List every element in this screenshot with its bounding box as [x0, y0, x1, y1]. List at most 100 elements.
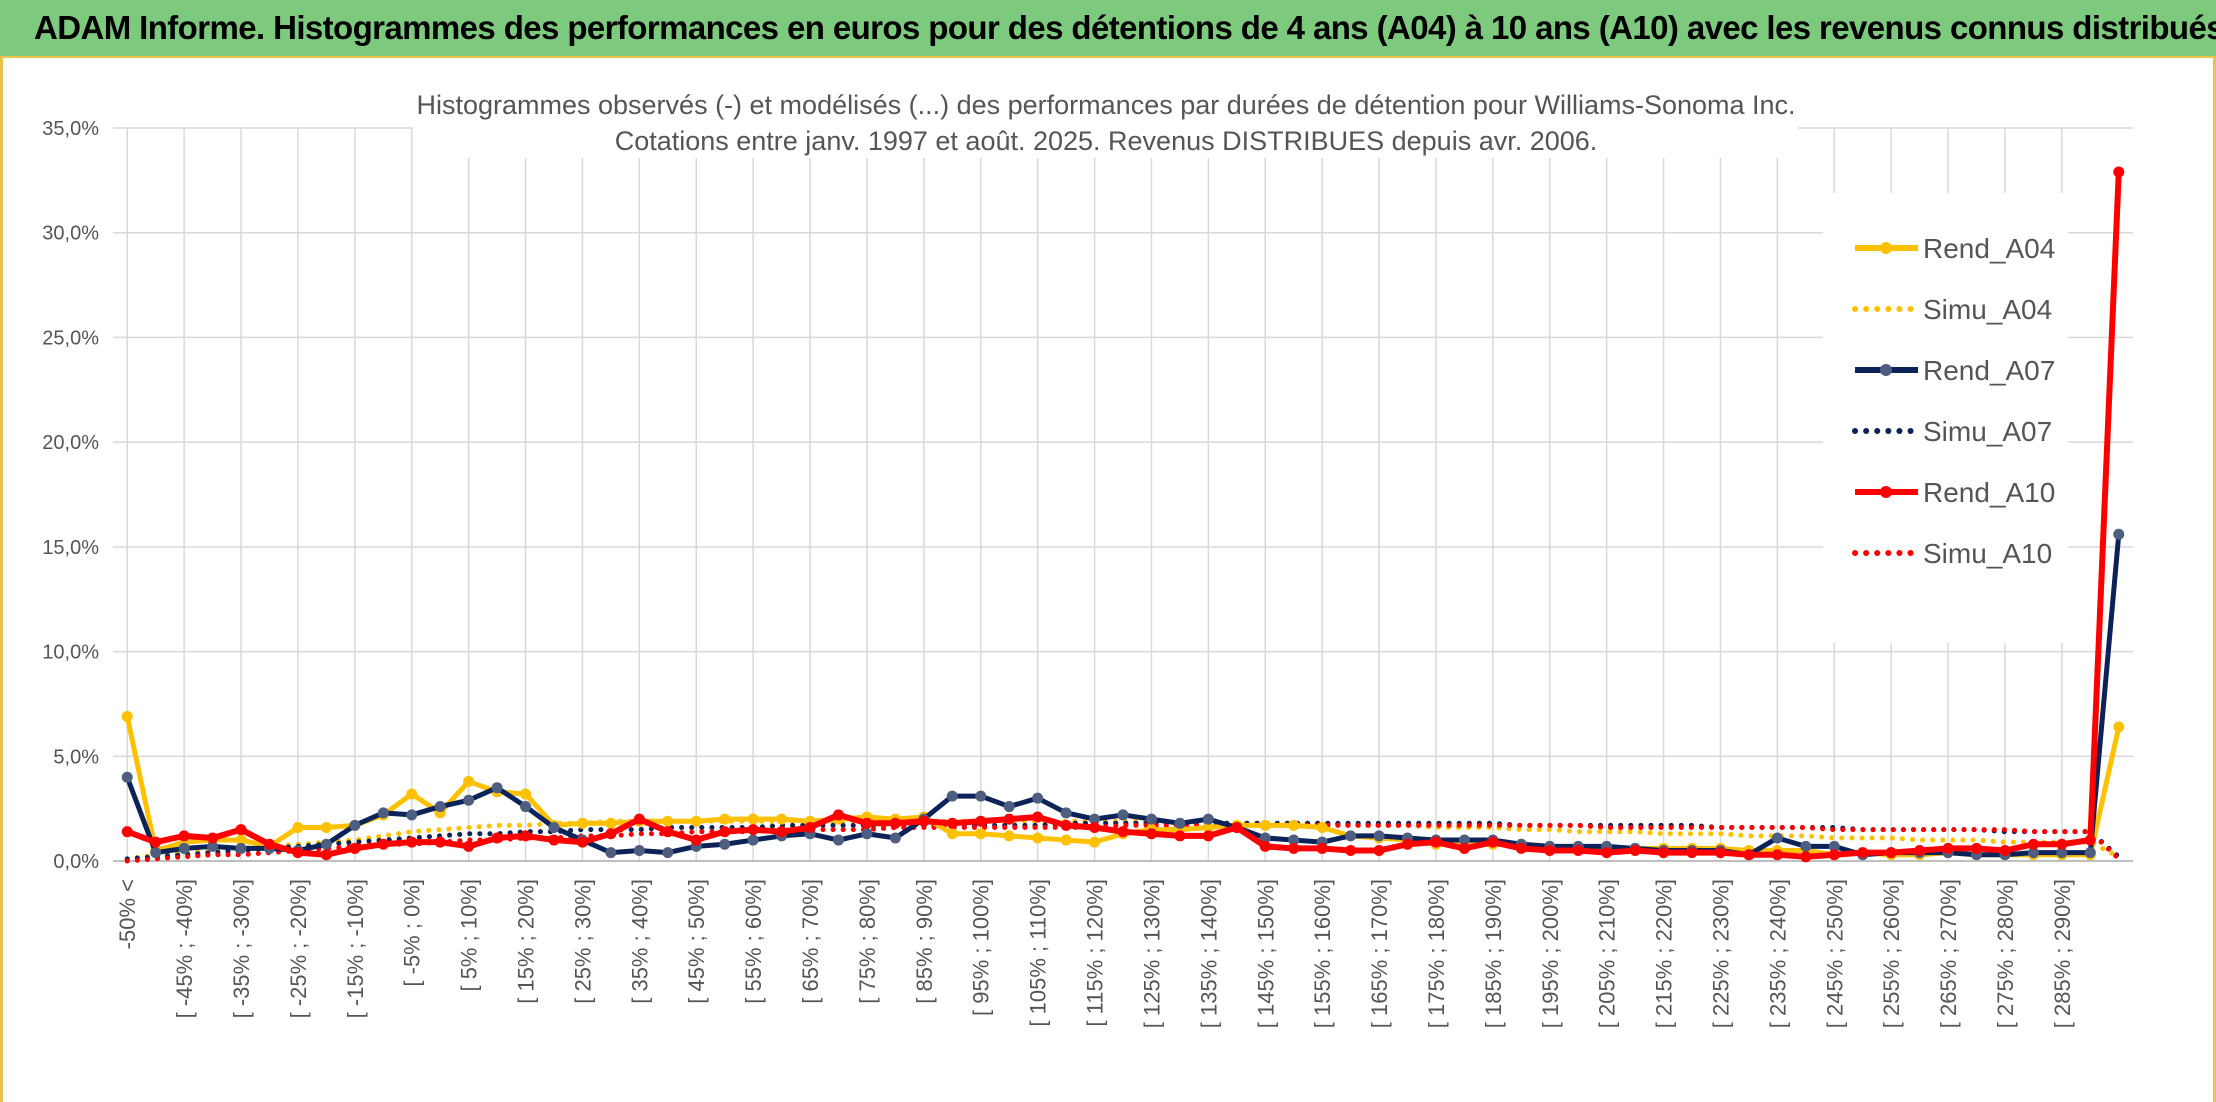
- data-point: [918, 815, 930, 827]
- data-point: [662, 815, 674, 827]
- data-point: [1259, 840, 1271, 852]
- data-point: [1032, 792, 1044, 804]
- x-tick-label: [ 65% ; 70%]: [798, 879, 823, 1004]
- data-point: [975, 828, 987, 840]
- data-point: [1145, 828, 1157, 840]
- data-point: [1572, 845, 1584, 857]
- data-point: [520, 830, 532, 842]
- chart-series: [121, 166, 2125, 864]
- data-point: [1743, 849, 1755, 861]
- legend-label: Simu_A04: [1923, 294, 2052, 325]
- data-point: [1259, 819, 1271, 831]
- x-tick-label: [ 25% ; 30%]: [570, 879, 595, 1004]
- data-point: [1800, 851, 1812, 863]
- data-point: [861, 828, 873, 840]
- chart-subtitle: Cotations entre janv. 1997 et août. 2025…: [615, 126, 1598, 156]
- data-point: [320, 821, 332, 833]
- data-point: [804, 821, 816, 833]
- data-point: [1430, 836, 1442, 848]
- data-point: [1145, 813, 1157, 825]
- x-axis: -50% < [ -45% ; -40%] [ -35% ; -30%] [ -25%…: [113, 860, 2133, 1028]
- data-point: [1288, 819, 1300, 831]
- data-point: [434, 801, 446, 813]
- data-point: [1373, 845, 1385, 857]
- data-point: [463, 775, 475, 787]
- data-point: [1458, 842, 1470, 854]
- chart-titles: Histogrammes observés (-) et modélisés (…: [413, 80, 1798, 158]
- data-point: [946, 817, 958, 829]
- legend-marker: [1880, 486, 1892, 498]
- x-tick-label: [ 55% ; 60%]: [741, 879, 766, 1004]
- data-point: [1402, 838, 1414, 850]
- x-tick-label: [ 45% ; 50%]: [684, 879, 709, 1004]
- data-point: [719, 826, 731, 838]
- data-point: [1942, 842, 1954, 854]
- data-point: [548, 821, 560, 833]
- data-point: [633, 845, 645, 857]
- data-point: [235, 842, 247, 854]
- y-tick-label: 25,0%: [42, 327, 99, 349]
- data-point: [1857, 847, 1869, 859]
- legend-item: Simu_A04: [1852, 294, 2052, 325]
- data-point: [662, 847, 674, 859]
- data-point: [1914, 845, 1926, 857]
- x-tick-label: -50% <: [115, 879, 140, 949]
- data-point: [1885, 847, 1897, 859]
- x-tick-label: [ 85% ; 90%]: [912, 879, 937, 1004]
- data-point: [292, 847, 304, 859]
- legend-label: Rend_A04: [1923, 233, 2055, 264]
- x-tick-label: [ 5% ; 10%]: [457, 879, 482, 992]
- data-point: [1117, 809, 1129, 821]
- x-tick-label: [ 245% ; 250%]: [1822, 879, 1847, 1028]
- data-point: [1658, 847, 1670, 859]
- data-point: [1117, 826, 1129, 838]
- data-point: [1345, 830, 1357, 842]
- x-tick-label: [ -45% ; -40%]: [172, 879, 197, 1018]
- data-point: [690, 834, 702, 846]
- legend-item: Rend_A10: [1855, 477, 2055, 508]
- legend-item: Rend_A04: [1855, 233, 2055, 264]
- data-point: [2027, 838, 2039, 850]
- data-point: [861, 817, 873, 829]
- data-point: [2084, 847, 2096, 859]
- data-point: [150, 836, 162, 848]
- data-point: [776, 826, 788, 838]
- y-tick-label: 30,0%: [42, 223, 99, 245]
- data-point: [406, 788, 418, 800]
- y-tick-label: 35,0%: [42, 118, 99, 140]
- data-point: [434, 836, 446, 848]
- data-point: [349, 819, 361, 831]
- data-point: [946, 790, 958, 802]
- series-line: [126, 171, 2122, 860]
- x-tick-label: [ 165% ; 170%]: [1367, 879, 1392, 1028]
- data-point: [832, 809, 844, 821]
- x-tick-label: [ 195% ; 200%]: [1538, 879, 1563, 1028]
- data-point: [2113, 166, 2125, 178]
- data-point: [576, 817, 588, 829]
- data-point: [1089, 836, 1101, 848]
- data-point: [491, 832, 503, 844]
- data-point: [292, 821, 304, 833]
- data-point: [1515, 842, 1527, 854]
- data-point: [605, 817, 617, 829]
- data-point: [1202, 830, 1214, 842]
- data-point: [491, 782, 503, 794]
- chart-frame: 0,0% 5,0% 10,0% 15,0% 20,0% 25,0% 30,0% 35,0% -…: [0, 58, 2216, 1102]
- data-point: [150, 847, 162, 859]
- series-line: [124, 822, 2122, 864]
- x-tick-label: [ 265% ; 270%]: [1936, 879, 1961, 1028]
- legend-label: Rend_A10: [1923, 477, 2055, 508]
- data-point: [1003, 813, 1015, 825]
- data-point: [207, 840, 219, 852]
- y-tick-label: 15,0%: [42, 537, 99, 559]
- data-point: [2084, 834, 2096, 846]
- y-tick-label: 5,0%: [53, 746, 99, 768]
- data-point: [719, 813, 731, 825]
- data-point: [1259, 832, 1271, 844]
- legend-item: Rend_A07: [1855, 355, 2055, 386]
- data-point: [1345, 845, 1357, 857]
- series-simu-a10: [124, 822, 2122, 864]
- legend-marker: [1880, 242, 1892, 254]
- x-tick-label: [ 205% ; 210%]: [1595, 879, 1620, 1028]
- data-point: [1060, 834, 1072, 846]
